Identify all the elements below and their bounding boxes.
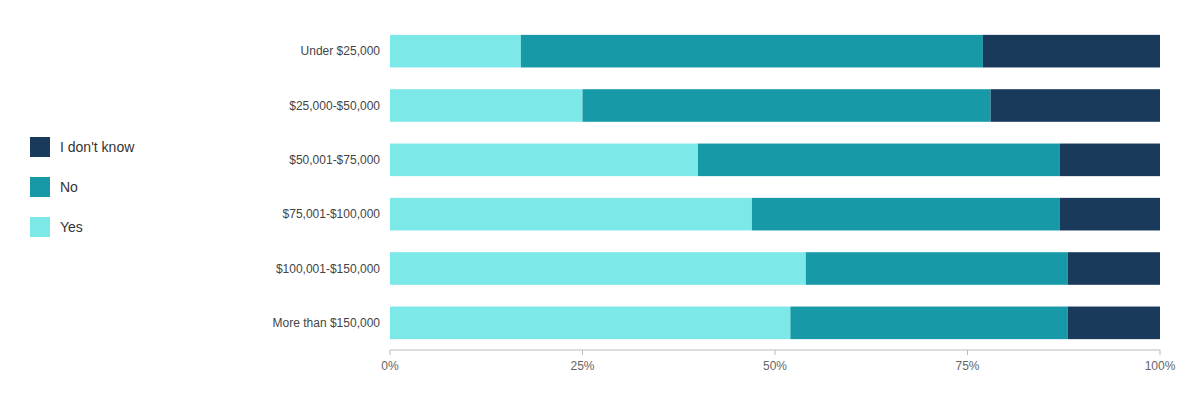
y-axis: Under $25,000 $25,000-$50,000 $50,001-$75,… (273, 44, 381, 330)
category-label: $50,001-$75,000 (289, 153, 380, 167)
bar-segment (991, 89, 1160, 122)
legend-label: Yes (60, 219, 83, 235)
tick-mark (582, 350, 583, 355)
legend-label: No (60, 179, 78, 195)
bar-segment (583, 89, 991, 122)
bar-segment (390, 198, 752, 231)
legend-swatch (30, 217, 50, 237)
bar-segment (698, 144, 1060, 177)
bars (390, 35, 1160, 339)
legend-label: I don't know (60, 139, 135, 155)
x-axis: 0% 25% 50% 75% 100% (381, 350, 1175, 373)
tick-label: 100% (1145, 359, 1176, 373)
bar-segment (1068, 252, 1160, 285)
bar-segment (390, 307, 790, 340)
bar-segment (390, 252, 806, 285)
tick-mark (967, 350, 968, 355)
bar-segment (1060, 144, 1160, 177)
legend: I don't know No Yes (30, 137, 135, 237)
tick-label: 75% (955, 359, 979, 373)
legend-swatch (30, 137, 50, 157)
category-label: $100,001-$150,000 (276, 262, 380, 276)
bar-segment (390, 89, 583, 122)
chart-container: 0% 25% 50% 75% 100% Under $25,000 $25,000-$50,… (0, 0, 1200, 400)
bar-segment (752, 198, 1060, 231)
legend-swatch (30, 177, 50, 197)
category-label: $75,001-$100,000 (283, 207, 381, 221)
tick-mark (390, 350, 391, 355)
category-label: $25,000-$50,000 (289, 99, 380, 113)
bar-segment (790, 307, 1067, 340)
tick-label: 50% (763, 359, 787, 373)
tick-mark (775, 350, 776, 355)
category-label: Under $25,000 (301, 44, 381, 58)
bar-segment (1060, 198, 1160, 231)
bar-segment (1068, 307, 1160, 340)
tick-label: 0% (381, 359, 399, 373)
category-label: More than $150,000 (273, 316, 381, 330)
bar-segment (806, 252, 1068, 285)
bar-segment (390, 144, 698, 177)
chart-svg: 0% 25% 50% 75% 100% Under $25,000 $25,000-$50,… (0, 0, 1200, 400)
tick-mark (1160, 350, 1161, 355)
tick-label: 25% (570, 359, 594, 373)
bar-segment (521, 35, 983, 68)
bar-segment (390, 35, 521, 68)
bar-segment (983, 35, 1160, 68)
